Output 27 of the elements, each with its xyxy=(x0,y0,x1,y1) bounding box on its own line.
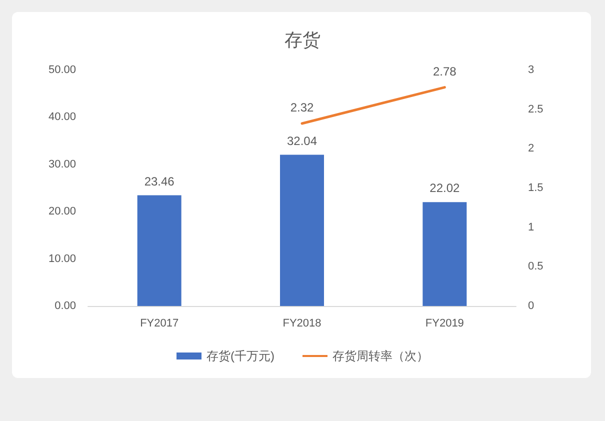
y2-tick-label: 3 xyxy=(528,64,534,76)
y-tick-label: 20.00 xyxy=(48,206,76,218)
bar xyxy=(280,154,324,306)
data-label: 2.32 xyxy=(290,100,314,114)
data-label: 23.46 xyxy=(144,174,175,188)
y-tick-label: 0.00 xyxy=(54,300,76,312)
legend-label: 存货周转率（次） xyxy=(332,349,428,363)
y2-tick-label: 0 xyxy=(528,300,534,312)
y-tick-label: 40.00 xyxy=(48,111,76,124)
y2-tick-label: 0.5 xyxy=(528,260,544,273)
y2-tick-label: 2 xyxy=(528,142,534,155)
y2-tick-label: 1.5 xyxy=(528,182,544,194)
bar xyxy=(422,202,467,306)
bar xyxy=(137,195,182,306)
chart-title: 存货 xyxy=(284,30,320,50)
y-tick-label: 30.00 xyxy=(48,158,76,170)
data-label: 2.78 xyxy=(432,64,457,78)
y2-tick-label: 2.5 xyxy=(528,103,544,116)
x-tick-label: FY2017 xyxy=(140,318,179,330)
legend-label: 存货(千万元) xyxy=(206,349,275,363)
x-tick-label: FY2019 xyxy=(425,318,464,330)
data-label: 22.02 xyxy=(430,181,460,196)
data-label: 32.04 xyxy=(286,134,318,148)
y2-tick-label: 1 xyxy=(528,221,534,234)
y-tick-label: 10.00 xyxy=(48,252,76,265)
y-tick-label: 50.00 xyxy=(48,64,76,76)
x-tick-label: FY2018 xyxy=(282,318,322,330)
